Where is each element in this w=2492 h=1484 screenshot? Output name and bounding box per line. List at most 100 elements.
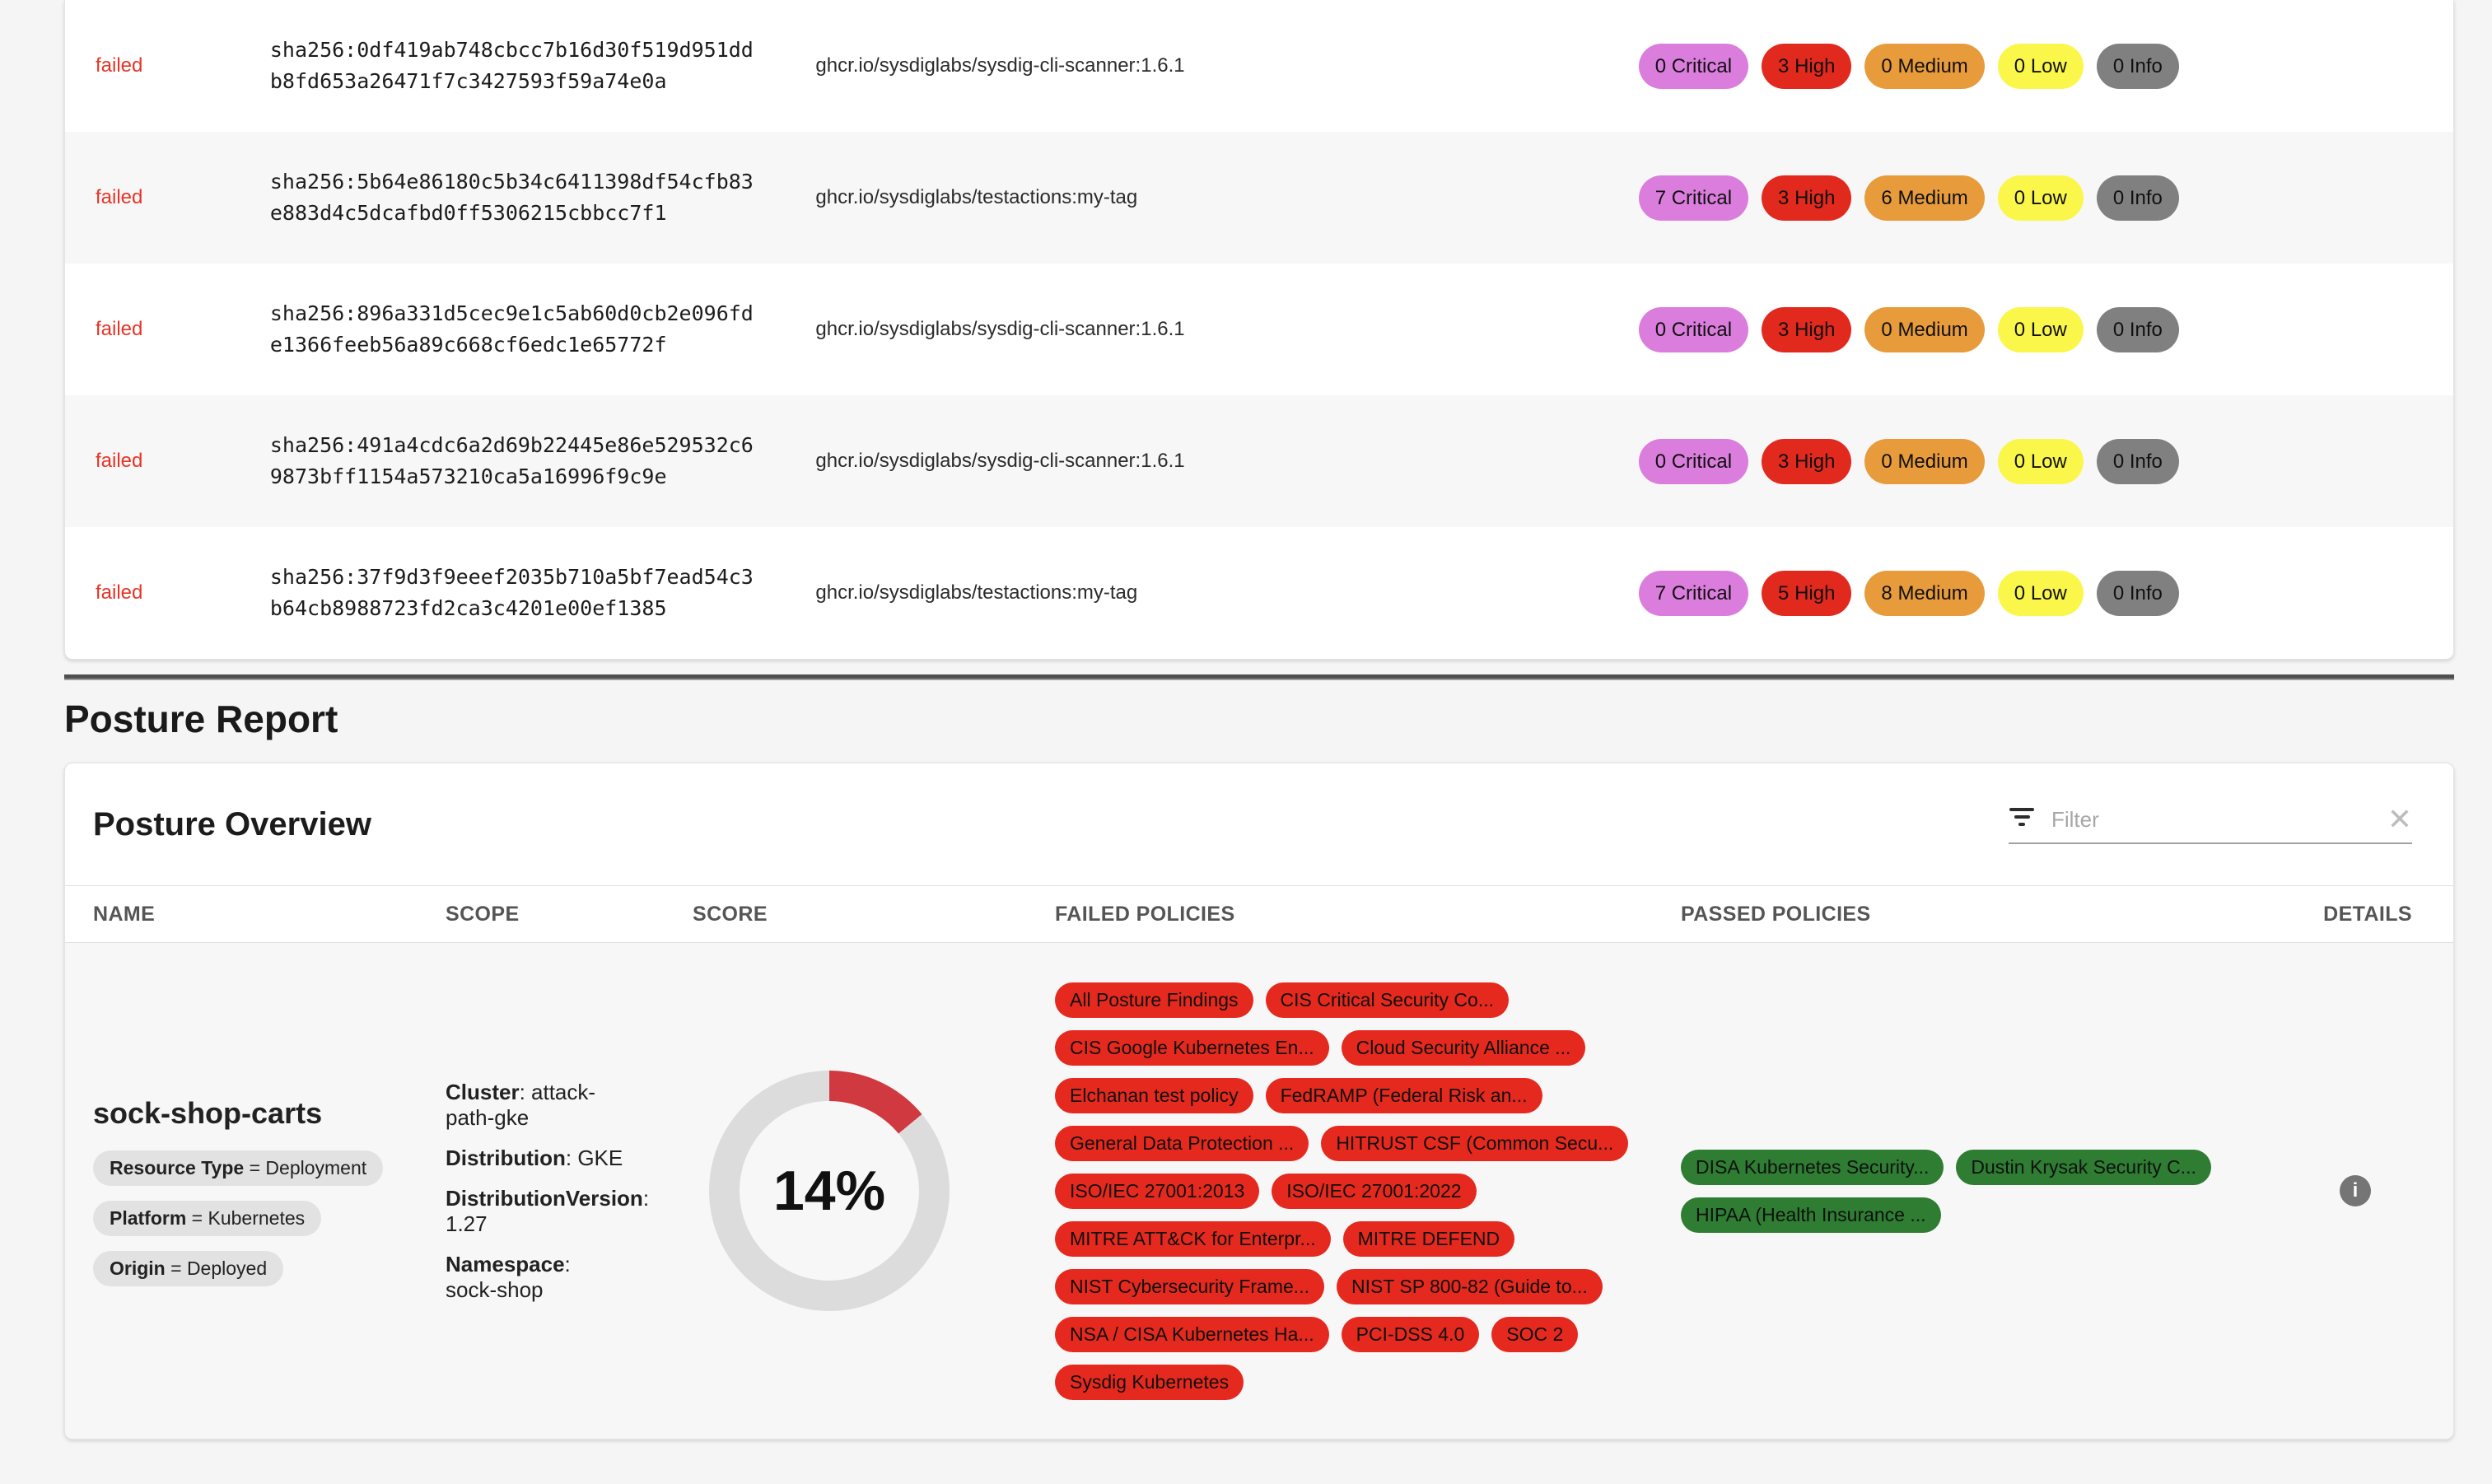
passed-policy-pill: DISA Kubernetes Security... [1681, 1149, 1944, 1185]
scope-value: : 1.27 [446, 1185, 650, 1236]
failed-policy-pill: FedRAMP (Federal Risk an... [1265, 1077, 1542, 1113]
tag-key: Platform [110, 1206, 187, 1229]
critical-badge: 0 Critical [1638, 43, 1749, 89]
scope-distribution: Distribution: GKE [446, 1146, 627, 1171]
passed-policy-pill: HIPAA (Health Insurance ... [1681, 1197, 1941, 1233]
info-icon[interactable]: i [2340, 1175, 2371, 1206]
resource-name-cell: sock-shop-carts Resource Type = Deployme… [93, 1096, 446, 1286]
resource-tags: Resource Type = Deployment Platform = Ku… [93, 1150, 446, 1286]
digest-line-1: sha256:491a4cdc6a2d69b22445e86e529532c6 [269, 433, 754, 457]
digest-line-2: e1366feeb56a89c668cf6edc1e65772f [269, 333, 667, 357]
image-name: ghcr.io/sysdiglabs/sysdig-cli-scanner:1.… [815, 54, 1185, 77]
failed-policy-pill: HITRUST CSF (Common Secu... [1321, 1125, 1629, 1161]
info-badge: 0 Info [2096, 306, 2179, 352]
scan-result-row: failed sha256:37f9d3f9eeef2035b710a5bf7e… [65, 527, 2453, 659]
high-badge: 3 High [1762, 306, 1852, 352]
image-digest: sha256:896a331d5cec9e1c5ab60d0cb2e096fd … [270, 298, 816, 361]
failed-policy-pill: ISO/IEC 27001:2013 [1055, 1173, 1260, 1209]
tag-platform: Platform = Kubernetes [93, 1200, 322, 1236]
column-header-scope: SCOPE [446, 902, 520, 926]
digest-line-1: sha256:0df419ab748cbcc7b16d30f519d951dd [269, 38, 754, 62]
failed-policy-pill: CIS Critical Security Co... [1265, 982, 1509, 1018]
column-header-passed-policies: PASSED POLICIES [1681, 902, 1871, 926]
medium-badge: 6 Medium [1864, 175, 1985, 221]
failed-policy-pill: Sysdig Kubernetes [1055, 1364, 1244, 1400]
posture-row: sock-shop-carts Resource Type = Deployme… [65, 943, 2453, 1439]
high-badge: 5 High [1762, 570, 1852, 616]
info-badge: 0 Info [2096, 570, 2179, 616]
low-badge: 0 Low [1997, 175, 2084, 221]
posture-table-header: NAME SCOPE SCORE FAILED POLICIES PASSED … [65, 885, 2453, 943]
scan-status: failed [96, 581, 143, 604]
scope-namespace: Namespace: sock-shop [446, 1252, 627, 1303]
column-header-name: NAME [93, 902, 156, 926]
filter-control[interactable]: ✕ [2009, 805, 2412, 844]
scope-value: : GKE [565, 1145, 623, 1170]
image-name: ghcr.io/sysdiglabs/testactions:my-tag [815, 186, 1138, 208]
failed-policy-pill: PCI-DSS 4.0 [1341, 1316, 1480, 1352]
medium-badge: 0 Medium [1864, 43, 1985, 89]
tag-resource-type: Resource Type = Deployment [93, 1150, 384, 1186]
digest-line-1: sha256:37f9d3f9eeef2035b710a5bf7ead54c3 [269, 565, 754, 589]
details-cell: i [2307, 1175, 2453, 1206]
low-badge: 0 Low [1997, 438, 2084, 484]
scan-result-row: failed sha256:5b64e86180c5b34c6411398df5… [65, 132, 2453, 264]
scope-value: : attack-path-gke [446, 1079, 596, 1130]
failed-policy-pill: NIST Cybersecurity Frame... [1055, 1268, 1324, 1304]
low-badge: 0 Low [1997, 306, 2084, 352]
score-cell: 14% [693, 1071, 1055, 1311]
scope-distribution-version: DistributionVersion: 1.27 [446, 1186, 649, 1237]
tag-value: = Deployed [165, 1257, 268, 1279]
critical-badge: 0 Critical [1638, 438, 1749, 484]
clear-filter-icon[interactable]: ✕ [2387, 802, 2412, 836]
failed-policy-pill: All Posture Findings [1055, 982, 1253, 1018]
page-title: Posture Report [64, 698, 338, 740]
passed-policies-cell: DISA Kubernetes Security... Dustin Krysa… [1681, 1149, 2307, 1233]
scan-status: failed [96, 450, 143, 472]
digest-line-2: e883d4c5dcafbd0ff5306215cbbcc7f1 [269, 201, 667, 225]
scan-result-row: failed sha256:896a331d5cec9e1c5ab60d0cb2… [65, 264, 2453, 395]
scope-key: DistributionVersion [446, 1185, 643, 1211]
failed-policy-pill: Elchanan test policy [1055, 1077, 1253, 1113]
severity-badges: 0 Critical 3 High 0 Medium 0 Low 0 Info [1638, 438, 2453, 484]
severity-badges: 7 Critical 5 High 8 Medium 0 Low 0 Info [1638, 570, 2453, 616]
scope-key: Distribution [446, 1145, 566, 1170]
failed-policy-pill: SOC 2 [1491, 1316, 1579, 1352]
failed-policy-pill: CIS Google Kubernetes En... [1055, 1029, 1329, 1066]
passed-policy-pill: Dustin Krysak Security C... [1956, 1149, 2211, 1185]
tag-origin: Origin = Deployed [93, 1250, 284, 1286]
tag-key: Resource Type [110, 1156, 245, 1178]
image-digest: sha256:5b64e86180c5b34c6411398df54cfb83 … [270, 166, 816, 229]
digest-line-2: b8fd653a26471f7c3427593f59a74e0a [269, 69, 667, 93]
column-header-details: DETAILS [2323, 902, 2412, 926]
scope-cluster: Cluster: attack-path-gke [446, 1080, 627, 1131]
section-divider [64, 674, 2454, 680]
tag-value: = Kubernetes [186, 1206, 306, 1229]
column-header-score: SCORE [693, 902, 768, 926]
failed-policies-cell: All Posture Findings CIS Critical Securi… [1055, 982, 1681, 1400]
image-name: ghcr.io/sysdiglabs/testactions:my-tag [815, 581, 1138, 604]
filter-input[interactable] [2051, 806, 2371, 833]
resource-name: sock-shop-carts [93, 1095, 323, 1130]
filter-icon [2009, 808, 2035, 831]
image-digest: sha256:0df419ab748cbcc7b16d30f519d951dd … [270, 35, 816, 97]
scan-status: failed [96, 54, 143, 77]
failed-policy-pill: General Data Protection ... [1055, 1125, 1309, 1161]
column-header-failed-policies: FAILED POLICIES [1055, 902, 1235, 926]
severity-badges: 0 Critical 3 High 0 Medium 0 Low 0 Info [1638, 306, 2453, 352]
medium-badge: 0 Medium [1864, 438, 1985, 484]
score-donut: 14% [709, 1071, 950, 1311]
critical-badge: 7 Critical [1638, 175, 1749, 221]
card-title: Posture Overview [93, 805, 371, 842]
scope-value: : sock-shop [446, 1251, 571, 1302]
passed-policies-list: DISA Kubernetes Security... Dustin Krysa… [1681, 1149, 2241, 1233]
posture-overview-card: Posture Overview ✕ NAME SCOPE SCORE FAIL… [64, 763, 2454, 1440]
digest-line-1: sha256:5b64e86180c5b34c6411398df54cfb83 [269, 170, 754, 194]
image-digest: sha256:37f9d3f9eeef2035b710a5bf7ead54c3 … [270, 562, 816, 624]
medium-badge: 0 Medium [1864, 306, 1985, 352]
critical-badge: 7 Critical [1638, 570, 1749, 616]
image-name: ghcr.io/sysdiglabs/sysdig-cli-scanner:1.… [815, 318, 1185, 340]
info-badge: 0 Info [2096, 43, 2179, 89]
critical-badge: 0 Critical [1638, 306, 1749, 352]
scope-key: Namespace [446, 1251, 565, 1276]
